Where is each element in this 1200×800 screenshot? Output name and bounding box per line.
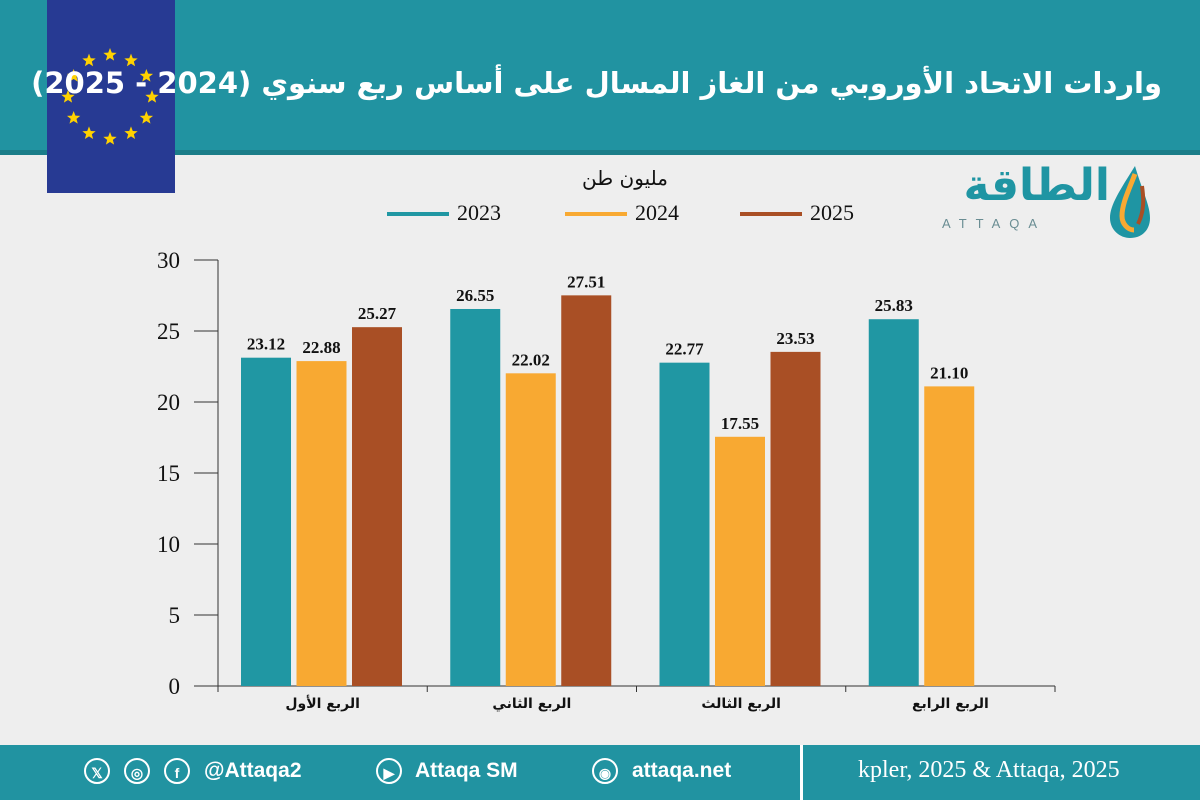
- legend-swatch-2024: [565, 212, 627, 216]
- drop-logo-icon: [1110, 166, 1150, 238]
- y-tick-label: 15: [157, 461, 180, 486]
- data-label: 23.53: [776, 329, 814, 348]
- youtube-channel[interactable]: Attaqa SM: [415, 759, 518, 782]
- x-tick-label: الربع الثالث: [701, 696, 781, 712]
- legend-2024: 2024: [565, 200, 735, 228]
- flag-star-icon: [66, 69, 81, 82]
- youtube-icon[interactable]: ▶: [376, 758, 402, 784]
- data-label: 17.55: [721, 414, 759, 433]
- bar-2025: [561, 295, 612, 686]
- data-label: 22.88: [302, 338, 340, 357]
- instagram-icon[interactable]: ◎: [124, 758, 150, 784]
- bar-2024: [924, 386, 975, 686]
- flag-star-icon: [103, 48, 117, 61]
- flag-star-icon: [124, 126, 138, 140]
- bar-2023: [659, 362, 710, 686]
- flag-star-icon: [82, 53, 96, 67]
- globe-icon[interactable]: ◉: [592, 758, 618, 784]
- data-label: 22.77: [665, 340, 704, 359]
- website-link[interactable]: attaqa.net: [632, 759, 732, 782]
- footer-bar: 𝕏 ◎ f @Attaqa2 ▶ Attaqa SM ◉ attaqa.net …: [0, 745, 1200, 800]
- legend-2025: 2025: [740, 200, 910, 228]
- data-label: 21.10: [930, 363, 968, 382]
- eu-flag: [47, 0, 175, 193]
- legend-label-2024: 2024: [635, 200, 679, 225]
- x-tick-label: الربع الثاني: [492, 696, 571, 712]
- y-tick-label: 10: [157, 532, 180, 557]
- flag-star-icon: [103, 132, 117, 145]
- social-handle[interactable]: @Attaqa2: [204, 759, 302, 782]
- x-tick-label: الربع الرابع: [912, 696, 989, 712]
- legend-label-2025: 2025: [810, 200, 854, 225]
- bar-2024: [505, 373, 556, 686]
- x-tick-label: الربع الأول: [285, 695, 360, 712]
- bar-2025: [770, 351, 821, 686]
- flag-star-icon: [139, 111, 154, 124]
- header-bar: [0, 0, 1200, 155]
- footer-divider: [800, 745, 803, 800]
- attaqa-logo: الطاقة ATTAQA: [930, 160, 1170, 240]
- legend-swatch-2023: [387, 212, 449, 216]
- bar-2024: [296, 361, 347, 686]
- bar-2023: [450, 308, 501, 686]
- bar-2024: [715, 436, 765, 686]
- x-icon[interactable]: 𝕏: [84, 758, 110, 784]
- data-label: 22.02: [512, 350, 550, 369]
- bar-2023: [241, 357, 291, 686]
- data-label: 25.27: [358, 304, 397, 323]
- legend-swatch-2025: [740, 212, 802, 216]
- eu-flag-stars: [61, 48, 159, 145]
- header-underline: [0, 150, 1200, 155]
- flag-star-icon: [145, 90, 159, 103]
- legend-label-2023: 2023: [457, 200, 501, 225]
- facebook-icon[interactable]: f: [164, 758, 190, 784]
- data-label: 26.55: [456, 286, 494, 305]
- flag-star-icon: [139, 69, 154, 82]
- logo-text: الطاقة: [963, 160, 1110, 211]
- legend-2023: 2023: [387, 200, 557, 228]
- unit-label: مليون طن: [582, 166, 668, 190]
- y-tick-label: 25: [157, 319, 180, 344]
- data-label: 23.12: [247, 335, 285, 354]
- flag-star-icon: [61, 90, 75, 103]
- page-title: واردات الاتحاد الأوروبي من الغاز المسال …: [31, 66, 1162, 100]
- flag-star-icon: [82, 126, 96, 140]
- data-label: 25.83: [875, 296, 913, 315]
- bar-2025: [352, 327, 402, 686]
- flag-star-icon: [124, 53, 138, 67]
- source-text: kpler, 2025 & Attaqa, 2025: [858, 757, 1120, 783]
- data-label: 27.51: [567, 272, 605, 291]
- flag-star-icon: [66, 111, 81, 124]
- y-tick-label: 5: [169, 603, 181, 628]
- y-tick-label: 0: [169, 674, 181, 699]
- bar-chart: 0 5 10 15 20 25 30 الربع الأول الربع الثاني الربع…: [157, 248, 1056, 712]
- y-tick-label: 20: [157, 390, 180, 415]
- bar-2023: [868, 319, 919, 686]
- y-tick-label: 30: [157, 248, 180, 273]
- logo-subtitle: ATTAQA: [942, 216, 1047, 231]
